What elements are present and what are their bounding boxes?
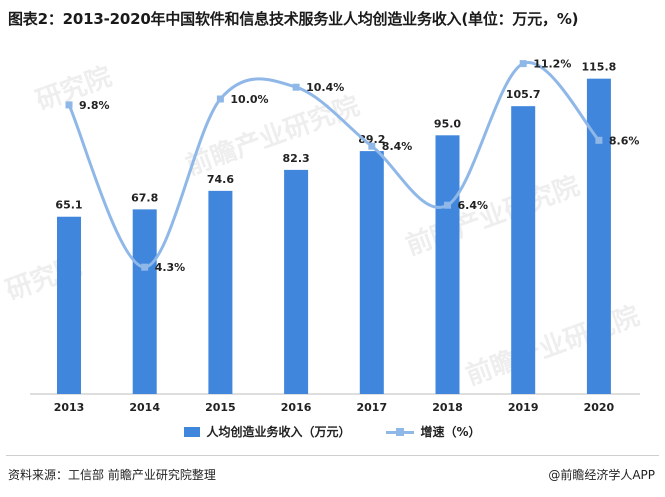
chart-plot: 研究院 前瞻产业研究院 前瞻产业研究院 研究院 前瞻产业研究院 65.167.8…: [2, 58, 644, 414]
bar-value-label: 74.6: [207, 173, 234, 186]
bar: [57, 216, 81, 394]
bar-value-label: 67.8: [131, 191, 158, 204]
growth-point: [141, 263, 149, 271]
legend-item-line: 增速（%）: [386, 423, 481, 440]
growth-value-label: 10.4%: [306, 81, 344, 94]
legend-line-swatch: [386, 427, 415, 437]
line-series: 9.8% 4.3% 10.0% 10.4% 8.4% 6.4% 11.2% 8.6%: [65, 58, 640, 274]
growth-value-label: 4.3%: [155, 261, 186, 274]
x-tick-label: 2015: [205, 401, 236, 414]
growth-point: [444, 201, 451, 209]
growth-value-label: 11.2%: [533, 58, 571, 71]
growth-point: [519, 60, 527, 68]
x-tick-label: 2014: [129, 401, 160, 414]
legend-line-label: 增速（%）: [420, 425, 481, 439]
legend-item-bar: 人均创造业务收入（万元）: [184, 423, 350, 440]
bar-value-label: 115.8: [582, 61, 617, 74]
bar-value-label: 65.1: [55, 199, 82, 212]
x-tick-label: 2019: [508, 401, 539, 414]
legend: 人均创造业务收入（万元） 增速（%）: [0, 423, 665, 440]
bar-value-label: 105.7: [506, 88, 541, 101]
legend-bar-label: 人均创造业务收入（万元）: [206, 425, 351, 439]
growth-value-label: 8.6%: [609, 134, 640, 147]
bar: [359, 151, 384, 394]
bar: [284, 169, 309, 394]
footer-divider: [6, 455, 659, 456]
growth-point: [216, 95, 224, 103]
x-tick-label: 2013: [54, 401, 85, 414]
growth-value-label: 10.0%: [230, 93, 268, 106]
bar-value-label: 89.2: [358, 133, 385, 146]
chart-title: 图表2：2013-2020年中国软件和信息技术服务业人均创造业务收入(单位：万元…: [8, 10, 579, 28]
bar: [208, 190, 233, 394]
source-note: 资料来源：工信部 前瞻产业研究院整理: [8, 468, 216, 482]
x-tick-label: 2016: [281, 401, 312, 414]
growth-value-label: 8.4%: [382, 140, 413, 153]
bar: [435, 135, 460, 395]
growth-value-label: 6.4%: [458, 199, 489, 212]
legend-bar-swatch: [184, 426, 201, 437]
x-tick-label: 2020: [584, 401, 615, 414]
watermark-text: 前瞻产业研究院: [182, 90, 364, 181]
growth-point: [368, 142, 376, 150]
bar: [586, 78, 611, 394]
brand-credit: @前瞻经济学人APP: [548, 468, 655, 482]
bar: [511, 106, 536, 394]
x-tick-label: 2017: [356, 401, 387, 414]
growth-point: [292, 83, 300, 91]
growth-value-label: 9.8%: [79, 99, 110, 112]
x-tick-label: 2018: [432, 401, 463, 414]
bar-value-label: 82.3: [283, 152, 310, 165]
x-tick-labels: 2013 2014 2015 2016 2017 2018 2019 2020: [54, 401, 615, 414]
watermark-text: 前瞻产业研究院: [402, 170, 584, 261]
growth-point: [65, 101, 73, 109]
watermark-text: 前瞻产业研究院: [462, 300, 644, 391]
bar: [132, 209, 157, 394]
bar-value-label: 95.0: [434, 117, 461, 130]
bar-labels: 65.1 67.8 74.6 82.3 89.2 95.0 105.7 115.8: [55, 61, 616, 212]
growth-point: [595, 136, 603, 144]
